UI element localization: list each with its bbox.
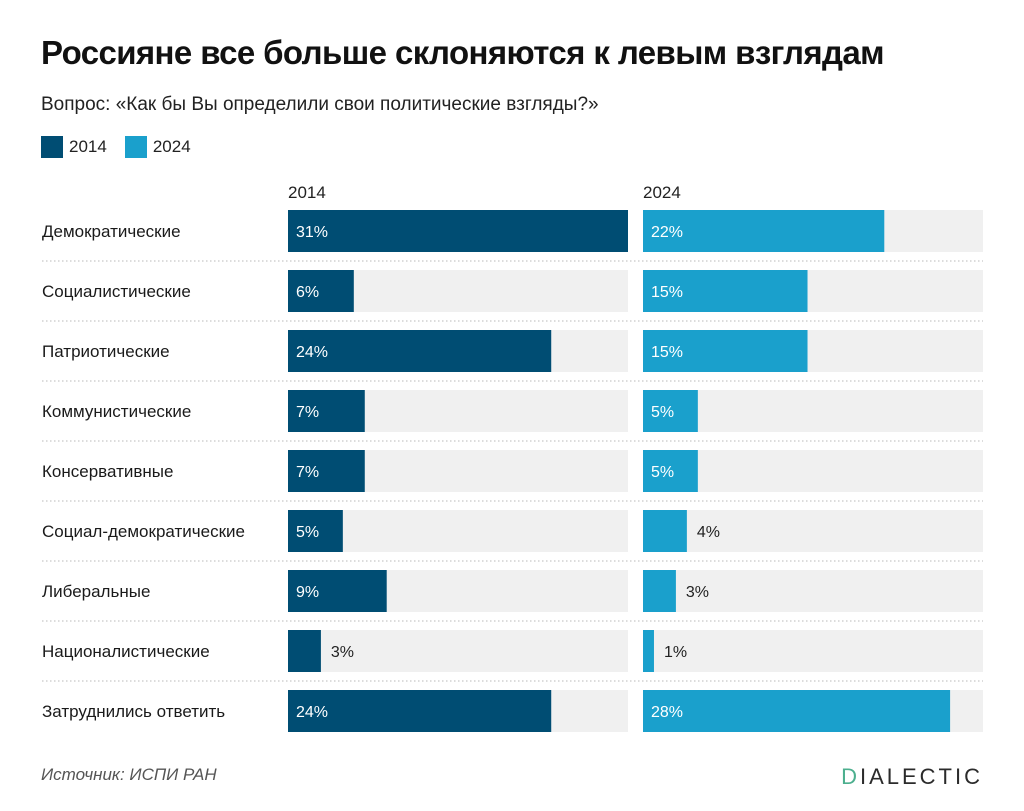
bar-track: [288, 510, 628, 552]
bar-2014: [288, 450, 365, 492]
bar-2024: [643, 630, 654, 672]
value-label-2024: 22%: [651, 224, 683, 241]
bar-track: [643, 450, 983, 492]
bar-track: [643, 570, 983, 612]
category-label: Либеральные: [42, 582, 150, 601]
chart-title: Россияне все больше склоняются к левым в…: [41, 34, 885, 71]
value-label-2024: 3%: [686, 584, 709, 601]
bar-2014: [288, 690, 552, 732]
value-label-2024: 15%: [651, 284, 683, 301]
bar-2014: [288, 570, 387, 612]
legend-item-2014: 2014: [41, 136, 107, 158]
bar-2014: [288, 270, 354, 312]
brand-logo-rest: IALECTIC: [859, 764, 983, 789]
bar-track: [643, 390, 983, 432]
value-label-2014: 9%: [296, 584, 319, 601]
category-label: Националистические: [42, 642, 210, 661]
bar-2024: [643, 690, 951, 732]
bar-2024: [643, 270, 808, 312]
bar-2024: [643, 330, 808, 372]
bar-2024: [643, 210, 885, 252]
bar-track: [643, 630, 983, 672]
category-label: Социал-демократические: [42, 522, 245, 541]
legend: 2014 2024: [41, 136, 209, 158]
category-label: Консервативные: [42, 462, 173, 481]
bar-2014: [288, 510, 343, 552]
bar-2024: [643, 390, 698, 432]
panel-header-2024: 2024: [643, 183, 681, 202]
category-label: Демократические: [42, 222, 181, 241]
brand-logo-initial: D: [841, 764, 860, 789]
bar-track: [288, 630, 628, 672]
category-label: Патриотические: [42, 342, 170, 361]
bar-2024: [643, 450, 698, 492]
panel-header-2014: 2014: [288, 183, 326, 202]
value-label-2014: 24%: [296, 344, 328, 361]
value-label-2024: 4%: [697, 524, 720, 541]
category-label: Коммунистические: [42, 402, 191, 421]
legend-item-2024: 2024: [124, 136, 191, 158]
value-label-2014: 7%: [296, 404, 319, 421]
legend-swatch-2014: [41, 136, 63, 158]
category-label: Социалистические: [42, 282, 191, 301]
bar-2014: [288, 630, 321, 672]
bar-2014: [288, 330, 552, 372]
legend-swatch-2024: [124, 136, 147, 158]
value-label-2024: 28%: [651, 704, 683, 721]
value-label-2024: 15%: [651, 344, 683, 361]
value-label-2024: 5%: [651, 464, 674, 481]
brand-logo: DIALECTIC: [841, 764, 983, 790]
category-label: Затруднились ответить: [42, 702, 225, 721]
value-label-2024: 1%: [664, 644, 687, 661]
bar-2024: [643, 510, 687, 552]
value-label-2014: 5%: [296, 524, 319, 541]
legend-label-2024: 2024: [152, 137, 191, 156]
value-label-2014: 6%: [296, 284, 319, 301]
value-label-2024: 5%: [651, 404, 674, 421]
chart-subtitle: Вопрос: «Как бы Вы определили свои полит…: [41, 94, 599, 115]
value-label-2014: 31%: [296, 224, 328, 241]
value-label-2014: 3%: [331, 644, 354, 661]
bar-2014: [288, 390, 365, 432]
source-note: Источник: ИСПИ РАН: [41, 765, 217, 784]
bar-2024: [643, 570, 676, 612]
bar-track: [643, 510, 983, 552]
legend-label-2014: 2014: [69, 137, 107, 156]
value-label-2014: 7%: [296, 464, 319, 481]
value-label-2014: 24%: [296, 704, 328, 721]
bar-2014: [288, 210, 628, 252]
